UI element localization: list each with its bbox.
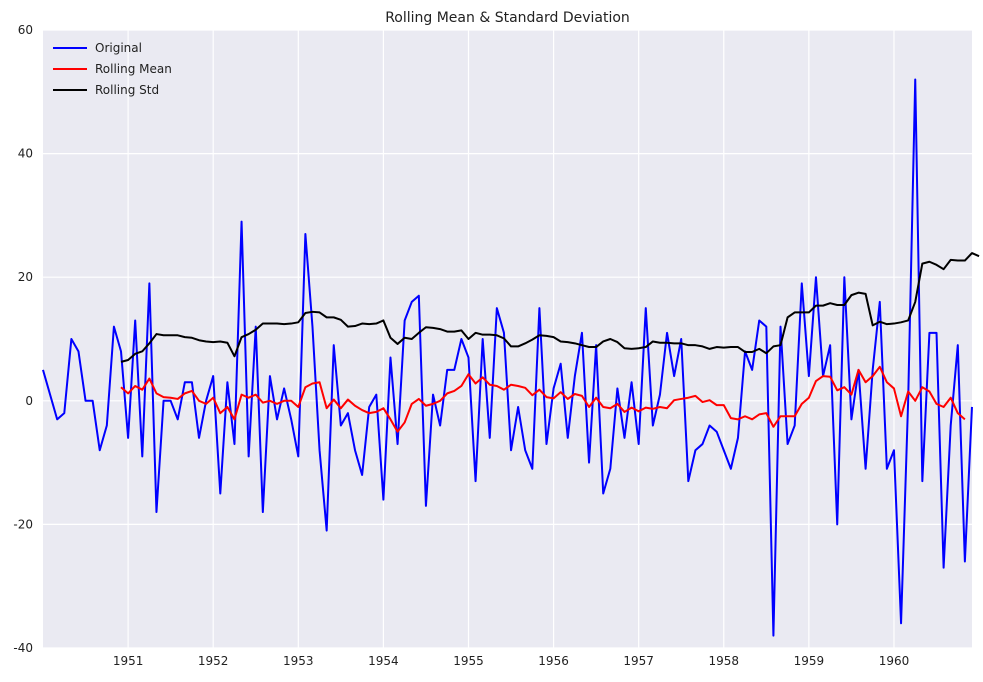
y-tick-label: 20 [18,270,33,284]
legend-label: Rolling Mean [95,62,172,76]
x-tick-label: 1957 [623,654,654,668]
grid-lines [43,29,972,649]
y-tick-label: 0 [25,394,33,408]
x-tick-label: 1954 [368,654,399,668]
x-tick-label: 1960 [879,654,910,668]
series-line-rolling-mean [120,365,966,433]
x-tick-label: 1952 [198,654,229,668]
y-tick-label: 40 [18,147,33,161]
legend-label: Original [95,41,142,55]
series-lines [42,78,980,637]
legend: Original Rolling Mean Rolling Std [53,41,172,97]
x-tick-label: 1959 [794,654,825,668]
x-tick-label: 1958 [708,654,739,668]
chart-title: Rolling Mean & Standard Deviation [385,10,630,26]
legend-label: Rolling Std [95,83,159,97]
x-tick-label: 1951 [113,654,144,668]
x-tick-label: 1955 [453,654,484,668]
series-line-original [42,78,973,637]
plot-area [43,30,972,648]
series-line-rolling-std [120,252,980,363]
y-tick-label: 60 [18,23,33,37]
y-tick-label: -20 [13,517,33,531]
x-tick-label: 1953 [283,654,314,668]
tick-labels: -40 -20 0 20 40 60 1951 1952 1953 1954 1955 1956 195… [13,23,909,668]
y-tick-label: -40 [13,641,33,655]
x-tick-label: 1956 [538,654,569,668]
